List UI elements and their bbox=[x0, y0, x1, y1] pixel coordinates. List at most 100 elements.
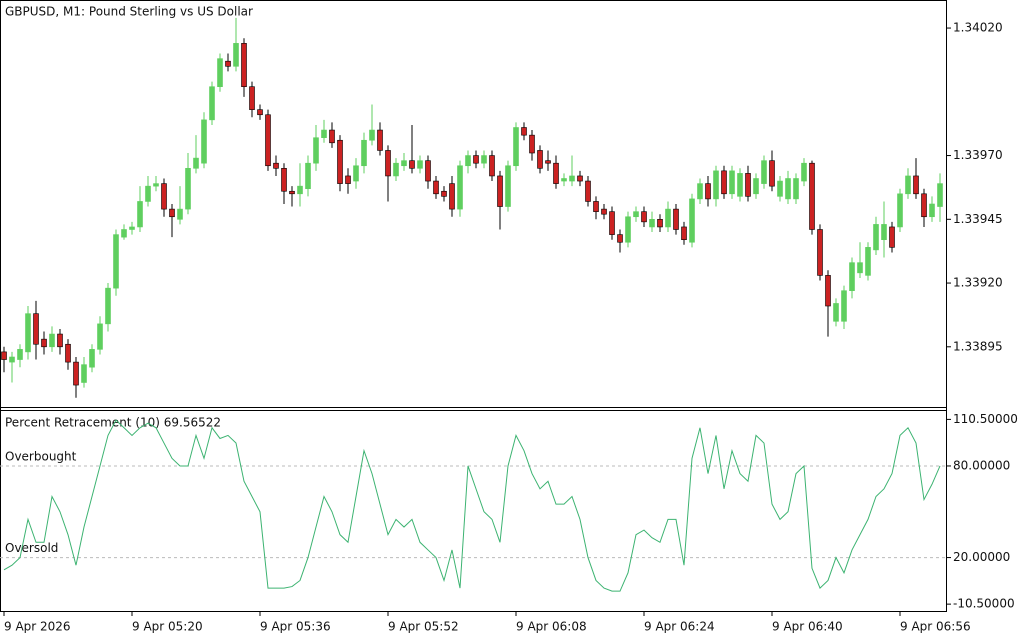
y-tick-label: 80.00000 bbox=[953, 458, 1010, 472]
candle-body bbox=[601, 208, 607, 215]
candle-body bbox=[849, 262, 855, 291]
candle-body bbox=[465, 155, 471, 167]
candle-body bbox=[417, 160, 423, 169]
candle-body bbox=[313, 137, 319, 164]
candle-body bbox=[873, 224, 879, 251]
candle-body bbox=[409, 160, 415, 169]
candle-body bbox=[305, 162, 311, 189]
x-tick-label: 9 Apr 06:24 bbox=[644, 620, 715, 634]
candle-body bbox=[297, 185, 303, 195]
y-tick-label: -10.50000 bbox=[953, 597, 1015, 611]
candle-body bbox=[761, 160, 767, 184]
candle-body bbox=[921, 193, 927, 218]
candle-body bbox=[785, 178, 791, 200]
candle-body bbox=[489, 155, 495, 177]
x-tick-label: 9 Apr 06:08 bbox=[516, 620, 587, 634]
candle-body bbox=[753, 178, 759, 195]
candle-body bbox=[121, 229, 127, 238]
y-tick-label: 20.00000 bbox=[953, 550, 1010, 564]
candle-body bbox=[273, 162, 279, 169]
candle-body bbox=[241, 43, 247, 87]
indicator-title: Percent Retracement (10) 69.56522 bbox=[5, 416, 221, 430]
x-tick-label: 9 Apr 05:36 bbox=[260, 620, 331, 634]
candle-body bbox=[33, 313, 39, 345]
candle-body bbox=[713, 170, 719, 200]
candle-body bbox=[201, 119, 207, 164]
x-tick-label: 9 Apr 05:20 bbox=[132, 620, 203, 634]
candle-body bbox=[217, 58, 223, 88]
candle-body bbox=[793, 178, 799, 200]
candle-body bbox=[505, 165, 511, 207]
candle-body bbox=[745, 173, 751, 197]
candle-body bbox=[81, 364, 87, 383]
candle-body bbox=[857, 262, 863, 274]
candle-body bbox=[617, 234, 623, 243]
candle-body bbox=[521, 127, 527, 136]
candle-body bbox=[657, 219, 663, 228]
candle-body bbox=[321, 129, 327, 139]
chart-title: GBPUSD, M1: Pound Sterling vs US Dollar bbox=[5, 5, 253, 19]
candle-body bbox=[329, 129, 335, 144]
candle-body bbox=[553, 162, 559, 184]
candle-body bbox=[473, 155, 479, 164]
candle-body bbox=[281, 168, 287, 192]
candle-body bbox=[561, 178, 567, 182]
candle-body bbox=[41, 338, 47, 348]
candle-body bbox=[737, 173, 743, 197]
candle-body bbox=[569, 175, 575, 182]
candle-body bbox=[393, 162, 399, 177]
candle-body bbox=[185, 168, 191, 210]
candle-body bbox=[433, 180, 439, 195]
candle-body bbox=[153, 183, 159, 187]
candle-body bbox=[897, 193, 903, 228]
candle-body bbox=[593, 201, 599, 212]
candle-body bbox=[345, 175, 351, 184]
candle-body bbox=[809, 162, 815, 230]
candle-body bbox=[641, 211, 647, 223]
candle-body bbox=[161, 183, 167, 210]
candle-body bbox=[289, 190, 295, 195]
candle-body bbox=[937, 183, 943, 207]
candle-body bbox=[137, 201, 143, 228]
y-tick-label: 110.50000 bbox=[953, 412, 1018, 426]
candle-body bbox=[265, 114, 271, 167]
candle-body bbox=[513, 127, 519, 167]
candle-body bbox=[145, 185, 151, 202]
candle-body bbox=[705, 183, 711, 200]
candle-body bbox=[865, 247, 871, 276]
candle-body bbox=[681, 226, 687, 240]
candle-body bbox=[577, 175, 583, 182]
candle-body bbox=[801, 162, 807, 182]
y-tick-label: 1.33970 bbox=[953, 148, 1003, 162]
candle-body bbox=[585, 180, 591, 202]
candle-body bbox=[9, 356, 15, 363]
candle-body bbox=[537, 150, 543, 169]
candle-body bbox=[625, 216, 631, 243]
candle-body bbox=[57, 333, 63, 348]
candle-body bbox=[889, 226, 895, 248]
candle-body bbox=[17, 349, 23, 360]
candle-body bbox=[353, 165, 359, 182]
y-tick-label: 1.34020 bbox=[953, 21, 1003, 35]
candle-body bbox=[545, 160, 551, 164]
candle-body bbox=[25, 313, 31, 353]
candle-body bbox=[481, 155, 487, 164]
x-tick-label: 9 Apr 2026 bbox=[4, 620, 71, 634]
candle-body bbox=[129, 226, 135, 230]
candle-body bbox=[689, 198, 695, 243]
candle-body bbox=[497, 175, 503, 207]
candle-body bbox=[401, 160, 407, 167]
candle-body bbox=[49, 333, 55, 348]
candle-body bbox=[529, 134, 535, 154]
candle-body bbox=[105, 287, 111, 325]
candle-body bbox=[881, 224, 887, 240]
level-label: Overbought bbox=[5, 449, 77, 463]
candle-body bbox=[97, 323, 103, 350]
candle-body bbox=[457, 165, 463, 210]
candle-body bbox=[729, 170, 735, 195]
candle-body bbox=[65, 343, 71, 363]
candle-body bbox=[841, 290, 847, 322]
candle-body bbox=[369, 129, 375, 141]
x-tick-label: 9 Apr 06:56 bbox=[900, 620, 971, 634]
